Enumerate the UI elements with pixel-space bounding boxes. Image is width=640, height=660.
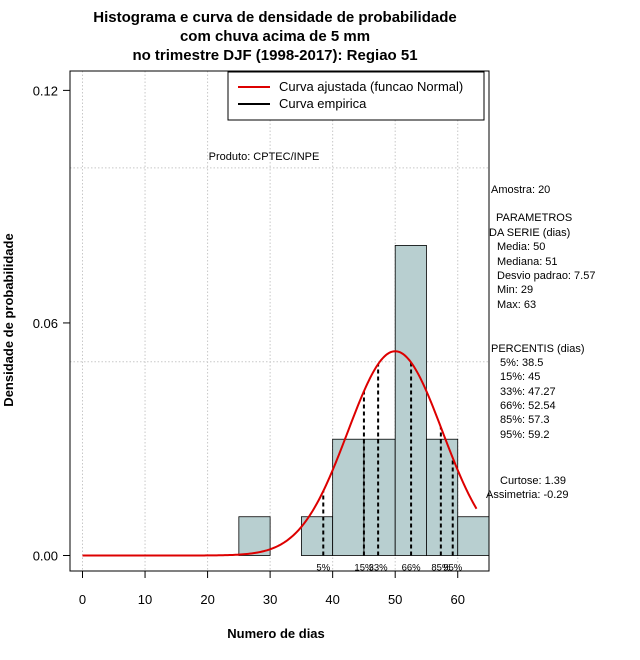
stats-p95: 95%: 59.2 xyxy=(500,429,550,441)
stats-p15: 15%: 45 xyxy=(500,371,540,383)
chart-title-line-3: no trimestre DJF (1998-2017): Regiao 51 xyxy=(132,47,417,64)
stats-p5: 5%: 38.5 xyxy=(500,357,543,369)
x-tick-label-1: 10 xyxy=(138,592,152,607)
percentile-label-0: 5% xyxy=(316,562,330,573)
product-annotation: Produto: CPTEC/INPE xyxy=(209,151,320,163)
percentile-label-5: 95% xyxy=(443,562,463,573)
y-axis-title: Densidade de probabilidade xyxy=(1,233,16,406)
x-tick-label-5: 50 xyxy=(388,592,402,607)
normal-curve-line xyxy=(82,350,478,557)
y-tick-label-0: 0.00 xyxy=(33,548,58,563)
chart-title-line-1: Histograma e curva de densidade de proba… xyxy=(93,9,456,26)
x-tick-label-0: 0 xyxy=(79,592,86,607)
stats-min: Min: 29 xyxy=(497,284,533,296)
stats-mean: Media: 50 xyxy=(497,241,545,253)
stats-p33: 33%: 47.27 xyxy=(500,386,556,398)
histogram-bar-4 xyxy=(363,438,396,556)
percentile-lines xyxy=(322,362,454,556)
stats-p66: 66%: 52.54 xyxy=(500,400,556,412)
percentile-label-3: 66% xyxy=(402,562,422,573)
stats-sample: Amostra: 20 xyxy=(491,184,550,196)
percentile-labels: 5% 15%33% 66% 85%95% xyxy=(316,562,462,573)
y-tick-label-2: 0.12 xyxy=(33,83,58,98)
stats-percentis-heading: PERCENTIS (dias) xyxy=(491,343,585,355)
chart-title-line-2: com chuva acima de 5 mm xyxy=(180,28,370,45)
histogram-bar-2 xyxy=(300,516,334,556)
y-tick-label-1: 0.06 xyxy=(33,316,58,331)
histogram-bar-0 xyxy=(238,516,271,556)
stats-p85: 85%: 57.3 xyxy=(500,414,550,426)
x-tick-label-6: 60 xyxy=(450,592,464,607)
x-tick-label-3: 30 xyxy=(263,592,277,607)
stats-median: Mediana: 51 xyxy=(497,256,558,268)
stats-params-heading: PARAMETROS xyxy=(496,212,572,224)
stats-max: Max: 63 xyxy=(497,299,536,311)
legend-label-empirical: Curva empirica xyxy=(279,96,367,111)
percentile-label-4: 85% xyxy=(431,562,451,573)
legend-label-fitted: Curva ajustada (funcao Normal) xyxy=(279,79,463,94)
stats-panel: Amostra: 20 PARAMETROS DA SERIE (dias) M… xyxy=(486,184,595,501)
stats-kurtosis: Curtose: 1.39 xyxy=(500,475,566,487)
x-axis-title: Numero de dias xyxy=(227,626,325,641)
stats-sd: Desvio padrao: 7.57 xyxy=(497,270,595,282)
x-tick-label-2: 20 xyxy=(200,592,214,607)
plot-frame xyxy=(69,70,490,572)
axes-layer: 0 10 20 30 40 50 60 0.00 0.06 0.12 xyxy=(33,70,490,607)
histogram-bar-7 xyxy=(457,516,490,556)
legend-box xyxy=(227,71,485,121)
stats-params-subheading: DA SERIE (dias) xyxy=(489,227,570,239)
percentile-label-1: 15% xyxy=(354,562,374,573)
legend: Curva ajustada (funcao Normal) Curva emp… xyxy=(227,71,485,121)
x-tick-label-4: 40 xyxy=(325,592,339,607)
stats-skewness: Assimetria: -0.29 xyxy=(486,489,569,501)
percentile-label-2: 33% xyxy=(369,562,389,573)
